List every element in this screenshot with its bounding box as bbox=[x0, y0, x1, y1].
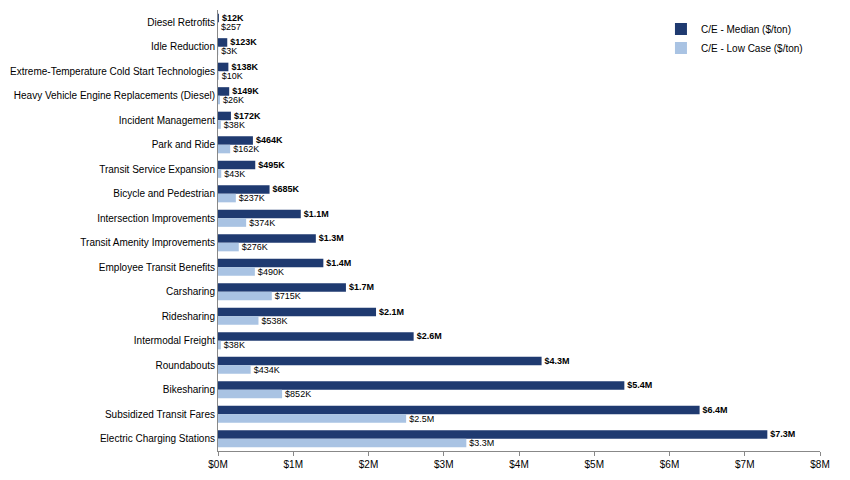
svg-text:$3K: $3K bbox=[221, 46, 237, 56]
svg-text:$0M: $0M bbox=[208, 459, 227, 470]
svg-text:$10K: $10K bbox=[222, 71, 243, 81]
svg-text:$434K: $434K bbox=[254, 365, 280, 375]
svg-text:$237K: $237K bbox=[239, 193, 265, 203]
svg-text:Roundabouts: Roundabouts bbox=[156, 360, 216, 371]
svg-text:Park and Ride: Park and Ride bbox=[152, 139, 216, 150]
svg-text:Subsidized Transit Fares: Subsidized Transit Fares bbox=[105, 409, 215, 420]
svg-text:$38K: $38K bbox=[224, 120, 245, 130]
svg-text:$172K: $172K bbox=[234, 111, 261, 121]
svg-text:$490K: $490K bbox=[258, 267, 284, 277]
svg-text:$4.3M: $4.3M bbox=[545, 356, 570, 366]
svg-text:$1.1M: $1.1M bbox=[304, 209, 329, 219]
svg-text:Intermodal Freight: Intermodal Freight bbox=[134, 335, 215, 346]
svg-text:$852K: $852K bbox=[285, 389, 311, 399]
svg-text:Bikesharing: Bikesharing bbox=[163, 384, 215, 395]
svg-text:$26K: $26K bbox=[223, 95, 244, 105]
svg-text:Bicycle and Pedestrian: Bicycle and Pedestrian bbox=[113, 188, 215, 199]
svg-text:$1.7M: $1.7M bbox=[349, 282, 374, 292]
svg-text:$1M: $1M bbox=[284, 459, 303, 470]
svg-text:$2.6M: $2.6M bbox=[417, 331, 442, 341]
svg-text:$495K: $495K bbox=[258, 160, 285, 170]
svg-text:$6.4M: $6.4M bbox=[703, 405, 728, 415]
svg-text:Idle Reduction: Idle Reduction bbox=[151, 41, 215, 52]
svg-text:$374K: $374K bbox=[249, 218, 275, 228]
svg-text:$257: $257 bbox=[221, 22, 241, 32]
svg-text:Heavy Vehicle Engine Replaceme: Heavy Vehicle Engine Replacements (Diese… bbox=[14, 90, 215, 101]
svg-text:Transit Service Expansion: Transit Service Expansion bbox=[99, 164, 215, 175]
svg-text:Incident Management: Incident Management bbox=[119, 115, 215, 126]
svg-text:$1.3M: $1.3M bbox=[319, 233, 344, 243]
svg-text:Electric Charging Stations: Electric Charging Stations bbox=[100, 433, 215, 444]
svg-text:$4M: $4M bbox=[509, 459, 528, 470]
svg-text:Intersection Improvements: Intersection Improvements bbox=[97, 213, 215, 224]
svg-text:$464K: $464K bbox=[256, 135, 283, 145]
svg-text:Employee Transit Benefits: Employee Transit Benefits bbox=[99, 262, 215, 273]
svg-text:$1.4M: $1.4M bbox=[326, 258, 351, 268]
svg-text:$276K: $276K bbox=[242, 242, 268, 252]
svg-text:$3.3M: $3.3M bbox=[469, 438, 494, 448]
svg-text:$2.1M: $2.1M bbox=[379, 307, 404, 317]
svg-text:$162K: $162K bbox=[233, 144, 259, 154]
svg-text:$7.3M: $7.3M bbox=[770, 429, 795, 439]
svg-text:$149K: $149K bbox=[232, 86, 259, 96]
svg-text:Ridesharing: Ridesharing bbox=[162, 311, 215, 322]
svg-text:$2M: $2M bbox=[359, 459, 378, 470]
svg-text:$5M: $5M bbox=[585, 459, 604, 470]
svg-text:C/E - Low Case ($/ton): C/E - Low Case ($/ton) bbox=[701, 43, 803, 54]
svg-text:Extreme-Temperature Cold Start: Extreme-Temperature Cold Start Technolog… bbox=[10, 66, 215, 77]
svg-text:$6M: $6M bbox=[660, 459, 679, 470]
svg-text:$8M: $8M bbox=[810, 459, 829, 470]
svg-text:$12K: $12K bbox=[222, 13, 244, 23]
svg-text:$5.4M: $5.4M bbox=[627, 380, 652, 390]
svg-text:$123K: $123K bbox=[230, 37, 257, 47]
svg-text:$43K: $43K bbox=[224, 169, 245, 179]
svg-text:Diesel Retrofits: Diesel Retrofits bbox=[147, 17, 215, 28]
svg-text:$138K: $138K bbox=[231, 62, 258, 72]
svg-text:Carsharing: Carsharing bbox=[166, 286, 215, 297]
svg-text:$38K: $38K bbox=[224, 340, 245, 350]
svg-text:$7M: $7M bbox=[735, 459, 754, 470]
svg-text:$2.5M: $2.5M bbox=[409, 414, 434, 424]
svg-text:$715K: $715K bbox=[275, 291, 301, 301]
svg-text:$538K: $538K bbox=[261, 316, 287, 326]
svg-text:$3M: $3M bbox=[434, 459, 453, 470]
svg-text:C/E - Median ($/ton): C/E - Median ($/ton) bbox=[701, 24, 791, 35]
svg-text:$685K: $685K bbox=[273, 184, 300, 194]
svg-text:Transit Amenity Improvements: Transit Amenity Improvements bbox=[80, 237, 215, 248]
